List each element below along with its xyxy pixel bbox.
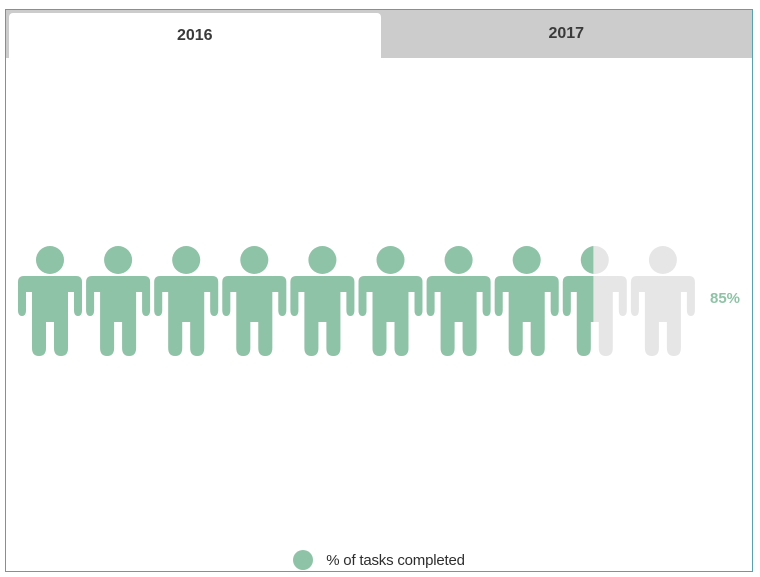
person-icon-filled-2 [86, 246, 151, 356]
person-body [426, 276, 491, 356]
person-icon-filled-3 [154, 246, 219, 356]
person-icon-filled-9 [562, 246, 594, 356]
legend-label[interactable]: % of tasks completed [326, 551, 465, 569]
person-icon-filled-8 [494, 246, 559, 356]
person-head [648, 246, 677, 274]
pictogram-svg [18, 246, 695, 356]
legend: % of tasks completed [6, 549, 752, 571]
person-body [562, 276, 594, 356]
pictogram-chart: 85% % of tasks completed [6, 58, 752, 571]
person-head [580, 246, 594, 274]
person-body [494, 276, 559, 356]
chart-container: 2016 2017 85% % of tasks completed [5, 9, 753, 572]
person-body [358, 276, 423, 356]
percentage-label: 85% [710, 290, 741, 307]
person-head [104, 246, 133, 274]
person-head [444, 246, 473, 274]
tab-2017[interactable]: 2017 [548, 25, 585, 42]
person-icon-filled-4 [222, 246, 287, 356]
person-icon-filled-5 [290, 246, 355, 356]
person-body [290, 276, 355, 356]
person-icon-empty-10 [630, 246, 695, 356]
person-body [18, 276, 82, 356]
person-head [308, 246, 337, 274]
year-tabs: 2016 2017 [6, 10, 752, 58]
person-head [36, 246, 64, 274]
tab-2016[interactable]: 2016 [9, 13, 381, 58]
person-head [240, 246, 269, 274]
person-body [222, 276, 287, 356]
person-icon-empty-9 [562, 246, 627, 356]
person-head [172, 246, 201, 274]
person-body [86, 276, 151, 356]
person-icon-filled-6 [358, 246, 423, 356]
person-icon-filled-7 [426, 246, 491, 356]
person-body [630, 276, 695, 356]
person-head [376, 246, 405, 274]
person-icon-filled-1 [18, 246, 82, 356]
legend-marker[interactable] [293, 550, 314, 570]
person-body [154, 276, 219, 356]
person-head [512, 246, 541, 274]
